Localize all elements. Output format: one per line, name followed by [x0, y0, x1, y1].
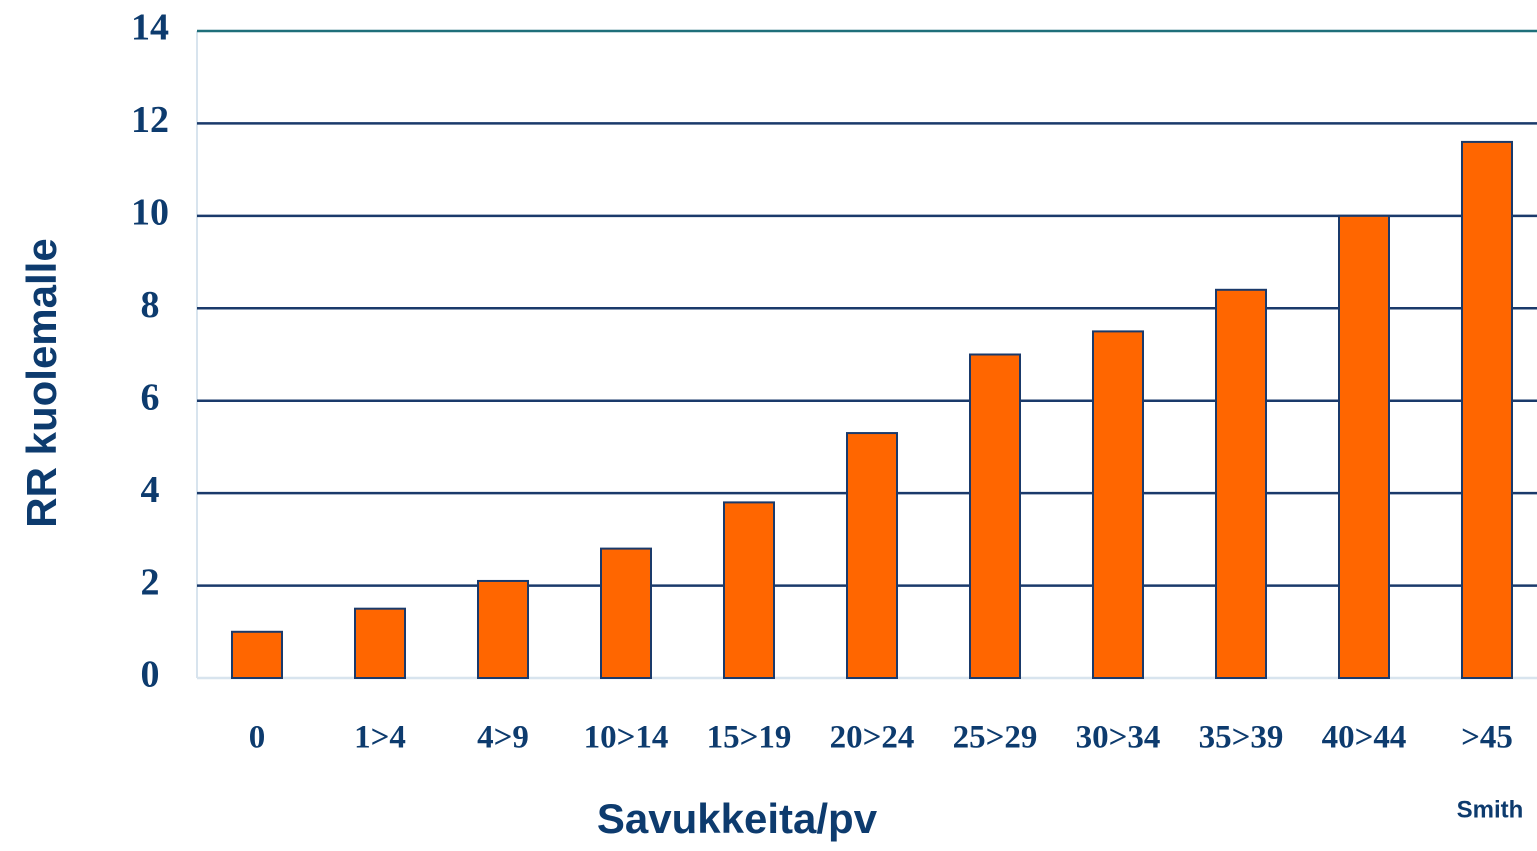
y-tick-label: 2 — [141, 561, 160, 603]
bar — [969, 353, 1021, 679]
y-tick-label: 10 — [131, 192, 169, 234]
x-tick-label: 10>14 — [584, 720, 669, 756]
x-tick-label: 4>9 — [477, 720, 529, 756]
bar — [354, 607, 406, 680]
y-tick-label: 8 — [141, 284, 160, 326]
bar — [600, 547, 652, 679]
y-tick-label: 0 — [141, 654, 160, 696]
bar — [1215, 288, 1267, 679]
annotation: Smith — [1457, 796, 1524, 823]
x-tick-label: 20>24 — [830, 720, 915, 756]
x-tick-label: 35>39 — [1199, 720, 1284, 756]
bar — [846, 432, 898, 680]
x-tick-label: 30>34 — [1076, 720, 1161, 756]
y-tick-label: 4 — [141, 469, 160, 511]
x-tick-label: 0 — [249, 720, 266, 756]
y-tick-label: 12 — [131, 99, 169, 141]
bar — [1092, 330, 1144, 679]
x-tick-label: 1>4 — [354, 720, 406, 756]
x-tick-label: 25>29 — [953, 720, 1038, 756]
y-axis-label: RR kuolemalle — [18, 238, 65, 527]
bar — [477, 579, 529, 680]
y-tick-label: 14 — [131, 7, 169, 49]
x-tick-label: >45 — [1461, 720, 1513, 756]
x-tick-label: 15>19 — [707, 720, 792, 756]
bar — [723, 501, 775, 679]
x-axis-label: Savukkeita/pv — [597, 795, 878, 842]
x-tick-label: 40>44 — [1322, 720, 1407, 756]
bar — [231, 630, 283, 679]
bar — [1338, 214, 1390, 679]
bar — [1461, 140, 1513, 679]
y-tick-label: 6 — [141, 376, 160, 418]
